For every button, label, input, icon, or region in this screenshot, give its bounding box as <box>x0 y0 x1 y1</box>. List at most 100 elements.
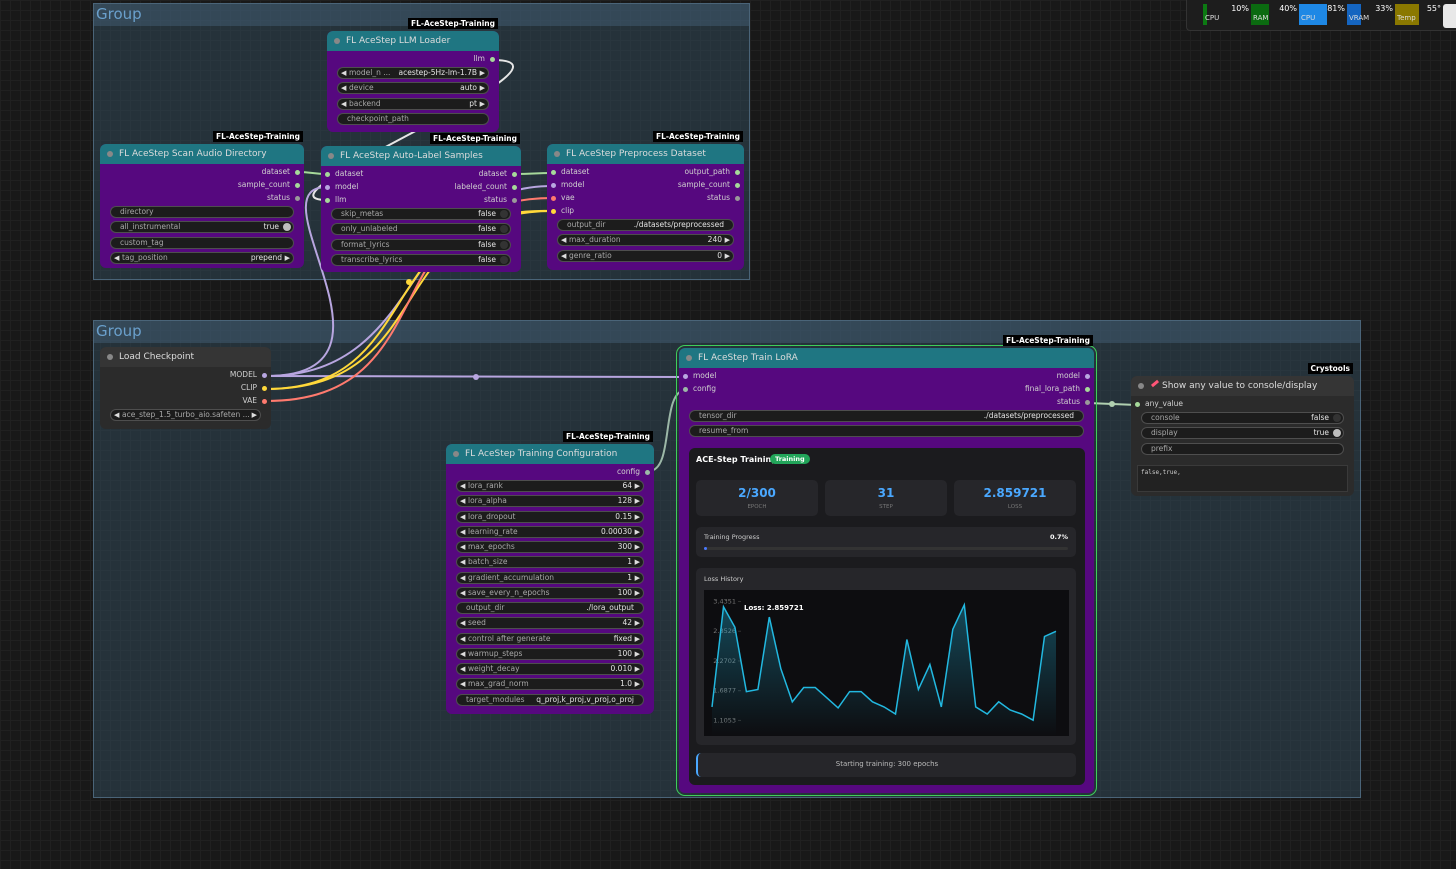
widget-name: weight_decay <box>468 664 520 673</box>
widget-name: tag_position <box>122 252 168 262</box>
stat-label: EPOCH <box>747 504 767 510</box>
node[interactable]: FL AceStep LLM Loader FL-AceStep-Training… <box>327 18 499 132</box>
input-dot <box>325 185 330 190</box>
widget[interactable]: ◀ ▶ seed 42 <box>456 617 644 630</box>
node-badge: FL-AceStep-Training <box>407 18 498 29</box>
widget-value: true <box>263 222 279 232</box>
widget[interactable]: format_lyrics false <box>331 238 511 251</box>
widget[interactable]: ◀ ▶ genre_ratio 0 <box>557 249 734 262</box>
node-status-dot <box>686 355 692 361</box>
output-dot <box>512 198 517 203</box>
widget[interactable]: ◀ ▶ tag_position prepend <box>110 251 294 264</box>
widget[interactable]: ◀ ▶ lora_rank 64 <box>456 480 644 492</box>
widget[interactable]: tensor_dir ./datasets/preprocessed <box>689 410 1084 422</box>
widget-name: format_lyrics <box>341 239 390 249</box>
widget-name: batch_size <box>468 557 508 567</box>
output-label: MODEL <box>229 370 257 379</box>
widget-name: directory <box>120 207 154 216</box>
output-dot <box>295 183 300 188</box>
widget[interactable]: ◀ ▶ control after generate fixed <box>456 632 644 645</box>
node[interactable]: Load Checkpoint MODEL CLIP VAE ◀ ▶ ace_step_1.… <box>100 347 271 429</box>
output-dot <box>645 470 650 475</box>
widget[interactable]: transcribe_lyrics false <box>331 253 511 266</box>
chart-title: Loss History <box>704 575 744 583</box>
widget[interactable]: directory <box>110 206 294 218</box>
widget[interactable]: output_dir ./datasets/preprocessed <box>557 219 734 231</box>
panel-badge: Training <box>770 454 810 464</box>
widget[interactable]: ◀ ▶ device auto <box>337 82 489 95</box>
output-dot <box>735 196 740 201</box>
arrow-left: ◀ <box>460 680 466 689</box>
widget-value: 1 <box>627 557 632 567</box>
widget[interactable]: skip_metas false <box>331 208 511 220</box>
widget[interactable]: display true <box>1141 427 1344 440</box>
widget-value: false <box>1311 413 1329 422</box>
arrow-right: ▶ <box>634 634 640 643</box>
widget[interactable]: ◀ ▶ max_epochs 300 <box>456 541 644 553</box>
widget[interactable]: only_unlabeled false <box>331 223 511 236</box>
widget[interactable]: ◀ ▶ batch_size 1 <box>456 556 644 569</box>
arrow-right: ▶ <box>634 543 640 551</box>
input-label: model <box>561 180 585 189</box>
output-dot <box>512 185 517 190</box>
widget[interactable]: ◀ ▶ warmup_steps 100 <box>456 647 644 660</box>
node[interactable]: Show any value to console/display Crystoo… <box>1131 363 1354 496</box>
widget-value: 128 <box>617 496 632 506</box>
widget[interactable]: prefix <box>1141 442 1344 455</box>
toggle <box>500 225 508 234</box>
arrow-right: ▶ <box>634 527 640 536</box>
arrow-right: ▶ <box>284 253 290 262</box>
widget[interactable]: ◀ ▶ learning_rate 0.00030 <box>456 525 644 538</box>
widget-value: auto <box>460 83 477 93</box>
node[interactable]: FL AceStep Scan Audio Directory FL-AceSte… <box>100 131 304 268</box>
output-dot <box>735 183 740 188</box>
widget-name: lora_dropout <box>468 511 516 521</box>
input-dot <box>325 198 330 203</box>
output-label: status <box>266 193 290 202</box>
widget[interactable]: ◀ ▶ weight_decay 0.010 <box>456 663 644 675</box>
input-dot <box>1135 402 1140 407</box>
widget[interactable]: ◀ ▶ save_every_n_epochs 100 <box>456 586 644 599</box>
node[interactable]: FL AceStep Training Configuration FL-AceS… <box>446 431 654 714</box>
widget[interactable]: ◀ ▶ max_grad_norm 1.0 <box>456 678 644 691</box>
widget[interactable]: ◀ ▶ model_n ... acestep-5Hz-lm-1.7B <box>337 67 489 79</box>
widget[interactable]: checkpoint_path <box>337 112 489 125</box>
system-monitor: CPU 10% RAM 40% CPU 81% VRAM 33% Temp 55° <box>1186 0 1456 31</box>
node-badge: FL-AceStep-Training <box>429 133 520 144</box>
toggle <box>500 210 508 218</box>
widget[interactable]: resume_from <box>689 425 1084 438</box>
toggle <box>283 223 291 232</box>
output-label: final_lora_path <box>1024 384 1080 393</box>
node-title: FL AceStep LLM Loader <box>346 36 451 46</box>
monitor-label: CPU <box>1205 14 1220 22</box>
settings-button[interactable] <box>1443 4 1456 28</box>
progress-card: Training Progress 0.7% <box>696 527 1076 557</box>
arrow-right: ▶ <box>479 84 485 93</box>
widget[interactable]: ◀ ▶ lora_dropout 0.15 <box>456 510 644 523</box>
widget-name: only_unlabeled <box>341 224 398 234</box>
widget[interactable]: console false <box>1141 412 1344 424</box>
node-title: Show any value to console/display <box>1162 381 1318 391</box>
arrow-left: ◀ <box>460 649 466 658</box>
output-label: output_path <box>684 167 730 176</box>
input-label: vae <box>561 193 575 202</box>
stat-card: 2/300 EPOCH <box>696 480 818 516</box>
monitor-bar <box>1395 4 1419 25</box>
widget[interactable]: output_dir ./lora_output <box>456 602 644 614</box>
widget[interactable]: ◀ ▶ gradient_accumulation 1 <box>456 571 644 584</box>
widget[interactable]: ◀ ▶ backend pt <box>337 97 489 110</box>
widget[interactable]: all_instrumental true <box>110 221 294 234</box>
output-label: llm <box>473 54 485 63</box>
arrow-left: ◀ <box>460 497 466 506</box>
widget[interactable]: ◀ ▶ lora_alpha 128 <box>456 495 644 508</box>
node[interactable]: FL AceStep Auto-Label Samples FL-AceStep-… <box>321 133 521 272</box>
node[interactable]: FL AceStep Preprocess Dataset FL-AceStep-… <box>547 131 744 270</box>
widget[interactable]: custom_tag <box>110 236 294 249</box>
widget[interactable]: target_modules q_proj,k_proj,v_proj,o_pro… <box>456 693 644 706</box>
widget-name: max_duration <box>569 235 621 245</box>
widget-name: prefix <box>1151 443 1173 453</box>
output-dot <box>262 373 267 378</box>
widget[interactable]: ◀ ▶ ace_step_1.5_turbo_aio.safeten ... <box>110 409 261 421</box>
widget[interactable]: ◀ ▶ max_duration 240 <box>557 234 734 247</box>
